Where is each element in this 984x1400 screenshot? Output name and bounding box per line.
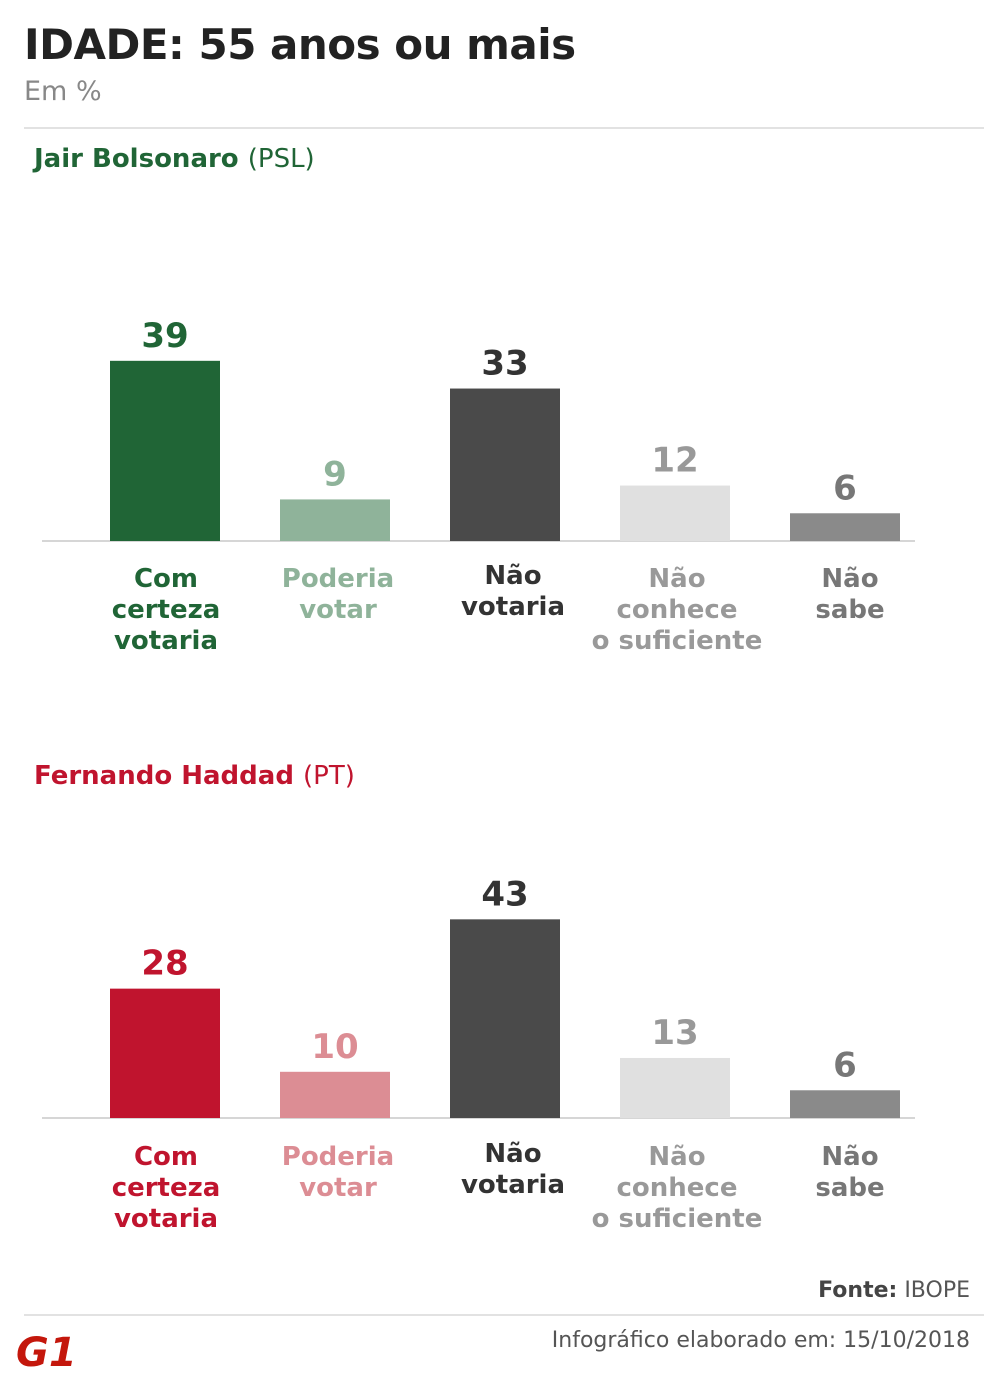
category-label: o suficiente	[592, 626, 763, 656]
category-label: votar	[299, 1173, 377, 1203]
bar	[110, 360, 220, 541]
bar-chart-haddad: 28Comcertezavotaria10Poderiavotar43Nãovo…	[42, 874, 915, 1234]
category-label: Não	[484, 561, 541, 591]
category-label: Não	[648, 1142, 705, 1172]
category-label: votaria	[461, 592, 565, 622]
category-label: certeza	[112, 595, 221, 625]
data-label: 9	[323, 454, 347, 494]
page-subtitle: Em %	[24, 76, 102, 107]
data-label: 12	[651, 441, 698, 481]
category-label: Não	[484, 1139, 541, 1169]
category-label: Com	[134, 564, 198, 594]
source-value: IBOPE	[904, 1278, 970, 1303]
logo-text: G1	[16, 1330, 77, 1372]
chart-header-bolsonaro: Jair Bolsonaro (PSL)	[34, 144, 315, 174]
category-label: Poderia	[282, 1142, 394, 1172]
category-label: conhece	[617, 1173, 738, 1203]
category-label: o suficiente	[592, 1204, 763, 1234]
data-label: 10	[311, 1027, 358, 1067]
category-label: certeza	[112, 1173, 221, 1203]
category-label: votaria	[114, 626, 218, 656]
category-label: sabe	[815, 1173, 884, 1203]
data-label: 6	[833, 468, 857, 508]
bar	[110, 988, 220, 1118]
category-label: sabe	[815, 595, 884, 625]
bar	[450, 919, 560, 1118]
data-label: 33	[481, 344, 528, 384]
candidate-party: (PT)	[303, 761, 355, 791]
category-label: votaria	[114, 1204, 218, 1234]
category-label: Com	[134, 1142, 198, 1172]
candidate-name: Fernando Haddad	[34, 761, 294, 791]
candidate-party: (PSL)	[247, 144, 315, 174]
category-label: votaria	[461, 1170, 565, 1200]
bar	[450, 388, 560, 541]
category-label: votar	[299, 595, 377, 625]
data-label: 13	[651, 1013, 698, 1053]
data-label: 6	[833, 1045, 857, 1085]
bar	[620, 485, 730, 541]
chart-header-haddad: Fernando Haddad (PT)	[34, 761, 355, 791]
category-label: Não	[648, 564, 705, 594]
category-label: Não	[821, 564, 878, 594]
bar	[790, 1090, 900, 1118]
page-title: IDADE: 55 anos ou mais	[24, 20, 576, 69]
bar	[620, 1057, 730, 1118]
divider-top	[24, 127, 984, 129]
candidate-name: Jair Bolsonaro	[34, 144, 239, 174]
data-label: 39	[141, 316, 188, 356]
category-label: Poderia	[282, 564, 394, 594]
divider-bottom	[24, 1314, 984, 1316]
data-label: 43	[481, 874, 528, 914]
category-label: conhece	[617, 595, 738, 625]
bar-chart-bolsonaro: 39Comcertezavotaria9Poderiavotar33Nãovot…	[42, 316, 915, 656]
bar	[790, 513, 900, 541]
bar	[280, 499, 390, 541]
data-label: 28	[141, 944, 188, 984]
source-label: Fonte:	[818, 1278, 898, 1303]
credit-note: Infográfico elaborado em: 15/10/2018	[551, 1328, 970, 1353]
bar	[280, 1071, 390, 1118]
source-note: Fonte: IBOPE	[818, 1278, 970, 1303]
g1-logo: G1	[16, 1330, 77, 1372]
category-label: Não	[821, 1142, 878, 1172]
